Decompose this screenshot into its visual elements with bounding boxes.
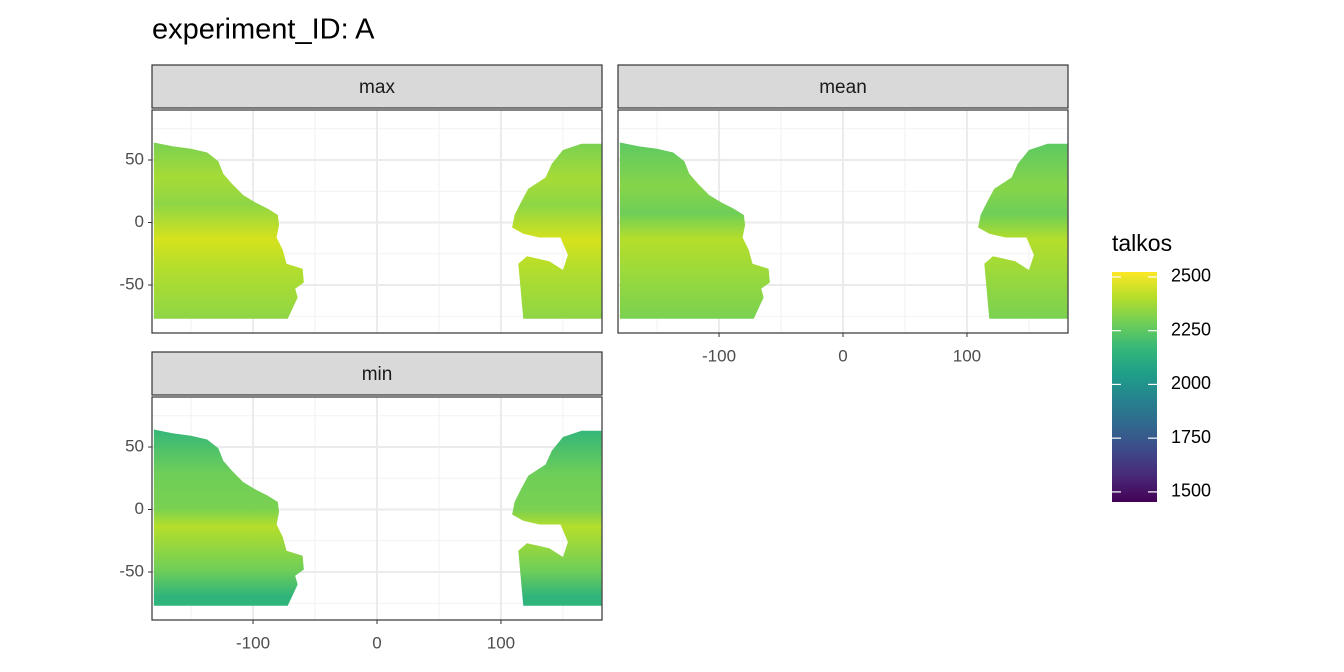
chart-title: experiment_ID: A	[152, 14, 375, 46]
legend-tick-label: 2000	[1171, 373, 1211, 393]
legend-title: talkos	[1112, 230, 1172, 256]
ocean-field	[619, 142, 770, 319]
x-tick-label: -100	[236, 633, 270, 652]
strip	[617, 64, 1069, 109]
y-tick-label: -50	[119, 561, 144, 580]
strip-label: mean	[819, 77, 867, 98]
x-tick-label: 0	[372, 633, 381, 652]
x-tick-label: -100	[702, 346, 736, 365]
x-tick-label: 100	[953, 346, 981, 365]
panel-border	[151, 109, 603, 334]
ocean-field	[153, 429, 304, 606]
legend-tick-label: 2500	[1171, 266, 1211, 286]
y-tick-label: 50	[125, 436, 144, 455]
ocean-field	[153, 142, 304, 319]
x-tick-label: 0	[838, 346, 847, 365]
ocean-field	[512, 430, 602, 606]
y-tick-label: 0	[135, 499, 144, 518]
x-tick-label: 100	[487, 633, 515, 652]
y-tick-label: 50	[125, 149, 144, 168]
legend-tick-label: 2250	[1171, 319, 1211, 339]
strip-label: max	[359, 77, 395, 98]
y-tick-label: 0	[135, 212, 144, 231]
ocean-field	[512, 143, 602, 319]
strip	[151, 64, 603, 109]
y-tick-label: -50	[119, 274, 144, 293]
colorbar	[1112, 272, 1157, 502]
strip	[151, 351, 603, 396]
legend-tick-label: 1750	[1171, 427, 1211, 447]
strip-label: min	[362, 364, 393, 385]
legend-tick-label: 1500	[1171, 481, 1211, 501]
ocean-field	[978, 143, 1068, 319]
